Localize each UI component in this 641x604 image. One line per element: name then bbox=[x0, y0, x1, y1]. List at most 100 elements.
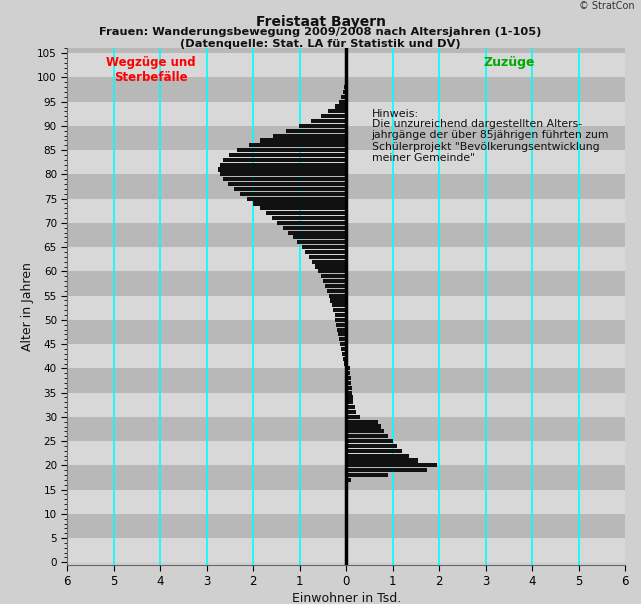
Bar bbox=[67, 271, 625, 295]
Bar bbox=[67, 77, 625, 101]
Bar bbox=[260, 138, 346, 143]
Bar bbox=[67, 199, 625, 223]
Bar bbox=[346, 473, 388, 477]
Bar bbox=[346, 478, 351, 482]
Bar bbox=[247, 196, 346, 201]
Text: Zuzüge: Zuzüge bbox=[483, 56, 535, 69]
Text: Freistaat Bayern: Freistaat Bayern bbox=[256, 15, 385, 29]
Bar bbox=[223, 158, 346, 162]
Bar bbox=[67, 320, 625, 344]
Bar bbox=[346, 366, 350, 370]
Bar bbox=[323, 279, 346, 283]
Bar bbox=[330, 298, 346, 303]
Bar bbox=[346, 429, 384, 434]
Bar bbox=[286, 129, 346, 133]
Bar bbox=[67, 514, 625, 538]
Bar bbox=[312, 260, 346, 264]
Bar bbox=[346, 487, 347, 492]
Bar bbox=[346, 420, 378, 424]
Bar bbox=[67, 126, 625, 150]
Bar bbox=[297, 240, 346, 245]
Bar bbox=[223, 177, 346, 181]
Bar bbox=[288, 231, 346, 234]
X-axis label: Einwohner in Tsd.: Einwohner in Tsd. bbox=[292, 593, 401, 604]
Bar bbox=[67, 29, 625, 53]
Bar bbox=[344, 85, 346, 89]
Bar bbox=[266, 211, 346, 215]
Bar bbox=[346, 497, 347, 501]
Bar bbox=[67, 393, 625, 417]
Bar bbox=[219, 167, 346, 172]
Bar bbox=[342, 352, 346, 356]
Bar bbox=[346, 512, 347, 516]
Bar bbox=[332, 303, 346, 307]
Bar bbox=[346, 405, 354, 409]
Bar bbox=[67, 538, 625, 562]
Text: Hinweis:: Hinweis: bbox=[372, 109, 419, 119]
Bar bbox=[293, 236, 346, 240]
Text: Die unzureichend dargestellten Alters-
jahrgänge der über 85jährigen führten zum: Die unzureichend dargestellten Alters- j… bbox=[372, 118, 609, 164]
Bar bbox=[346, 468, 428, 472]
Bar bbox=[237, 148, 346, 152]
Bar bbox=[305, 250, 346, 254]
Bar bbox=[346, 434, 388, 439]
Bar bbox=[346, 492, 347, 496]
Bar bbox=[346, 425, 381, 429]
Bar bbox=[319, 269, 346, 274]
Bar bbox=[346, 463, 437, 467]
Bar bbox=[346, 410, 356, 414]
Bar bbox=[344, 90, 346, 94]
Bar bbox=[67, 101, 625, 126]
Text: © StratCon: © StratCon bbox=[579, 1, 635, 11]
Bar bbox=[346, 381, 351, 385]
Bar bbox=[67, 417, 625, 441]
Bar bbox=[346, 502, 347, 506]
Bar bbox=[301, 245, 346, 249]
Bar bbox=[346, 483, 349, 487]
Bar bbox=[346, 371, 351, 375]
Bar bbox=[67, 223, 625, 247]
Text: (Datenquelle: Stat. LA für Statistik und DV): (Datenquelle: Stat. LA für Statistik und… bbox=[180, 39, 461, 49]
Bar bbox=[329, 294, 346, 298]
Bar bbox=[346, 458, 418, 463]
Bar bbox=[312, 119, 346, 123]
Bar bbox=[346, 454, 409, 458]
Bar bbox=[333, 308, 346, 312]
Bar bbox=[67, 247, 625, 271]
Bar bbox=[309, 255, 346, 259]
Bar bbox=[338, 332, 346, 336]
Bar bbox=[346, 444, 397, 448]
Bar bbox=[345, 80, 346, 85]
Bar bbox=[337, 323, 346, 327]
Bar bbox=[220, 172, 346, 176]
Bar bbox=[272, 133, 346, 138]
Bar bbox=[346, 400, 353, 404]
Bar bbox=[346, 551, 347, 554]
Bar bbox=[67, 465, 625, 490]
Bar bbox=[335, 318, 346, 322]
Bar bbox=[325, 284, 346, 288]
Bar bbox=[67, 53, 625, 77]
Bar bbox=[249, 143, 346, 147]
Bar bbox=[67, 368, 625, 393]
Bar bbox=[346, 449, 402, 453]
Bar bbox=[283, 226, 346, 230]
Bar bbox=[338, 100, 346, 104]
Bar bbox=[220, 162, 346, 167]
Bar bbox=[346, 415, 360, 419]
Bar bbox=[346, 376, 351, 380]
Bar bbox=[346, 507, 347, 511]
Bar bbox=[228, 182, 346, 186]
Bar bbox=[234, 187, 346, 191]
Bar bbox=[253, 201, 346, 205]
Bar bbox=[328, 109, 346, 114]
Bar bbox=[344, 361, 346, 365]
Bar bbox=[346, 386, 352, 390]
Bar bbox=[337, 327, 346, 332]
Bar bbox=[260, 207, 346, 210]
Bar bbox=[320, 274, 346, 278]
Bar bbox=[327, 289, 346, 293]
Bar bbox=[339, 337, 346, 341]
Bar bbox=[320, 114, 346, 118]
Bar bbox=[229, 153, 346, 157]
